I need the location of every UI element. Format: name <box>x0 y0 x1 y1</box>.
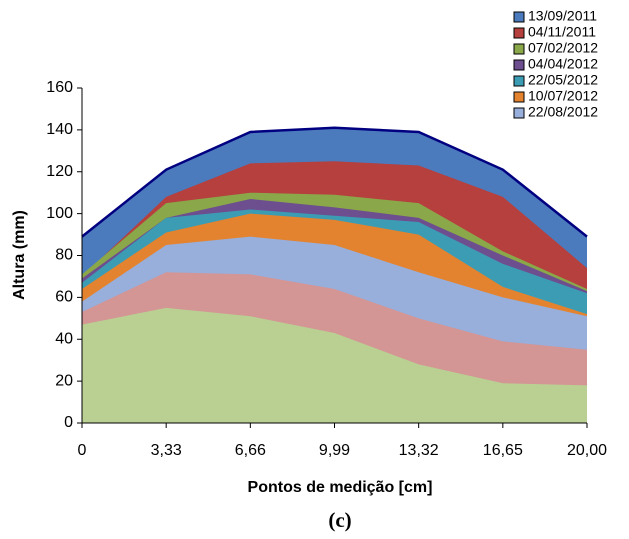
x-tick-label: 20,00 <box>567 442 607 459</box>
legend-swatch <box>513 91 525 103</box>
area <box>82 307 587 423</box>
legend-swatch <box>513 59 525 71</box>
legend-swatch <box>513 27 525 39</box>
legend-label: 22/05/2012 <box>528 72 598 88</box>
caption: (c) <box>328 508 351 532</box>
y-tick-label: 60 <box>55 289 73 306</box>
legend-swatch <box>513 75 525 87</box>
y-axis-title: Altura (mm) <box>11 210 28 300</box>
legend-swatch <box>513 107 525 119</box>
x-tick-label: 0 <box>78 442 87 459</box>
x-axis-title: Pontos de medição [cm] <box>248 479 433 496</box>
area-outline <box>81 126 588 238</box>
legend-label: 04/04/2012 <box>528 56 598 72</box>
x-tick-label: 3,33 <box>151 442 182 459</box>
legend-label: 04/11/2011 <box>528 24 596 40</box>
y-tick-label: 120 <box>46 163 73 180</box>
y-tick-label: 40 <box>55 330 73 347</box>
y-tick-label: 80 <box>55 247 73 264</box>
legend-label: 13/09/2011 <box>528 8 597 24</box>
legend-swatch <box>513 43 525 55</box>
legend: 13/09/201104/11/201107/02/201204/04/2012… <box>513 8 598 120</box>
x-tick-label: 6,66 <box>235 442 266 459</box>
legend-label: 22/08/2012 <box>528 104 598 120</box>
y-tick-label: 0 <box>64 414 73 431</box>
legend-label: 10/07/2012 <box>528 88 598 104</box>
legend-label: 07/02/2012 <box>528 40 598 56</box>
y-tick-label: 20 <box>55 372 73 389</box>
legend-swatch <box>513 11 525 23</box>
y-tick-label: 160 <box>46 79 73 96</box>
y-tick-label: 100 <box>46 205 73 222</box>
y-tick-label: 140 <box>46 121 73 138</box>
x-tick-label: 13,32 <box>399 442 439 459</box>
x-tick-label: 9,99 <box>319 442 350 459</box>
x-tick-label: 16,65 <box>483 442 523 459</box>
